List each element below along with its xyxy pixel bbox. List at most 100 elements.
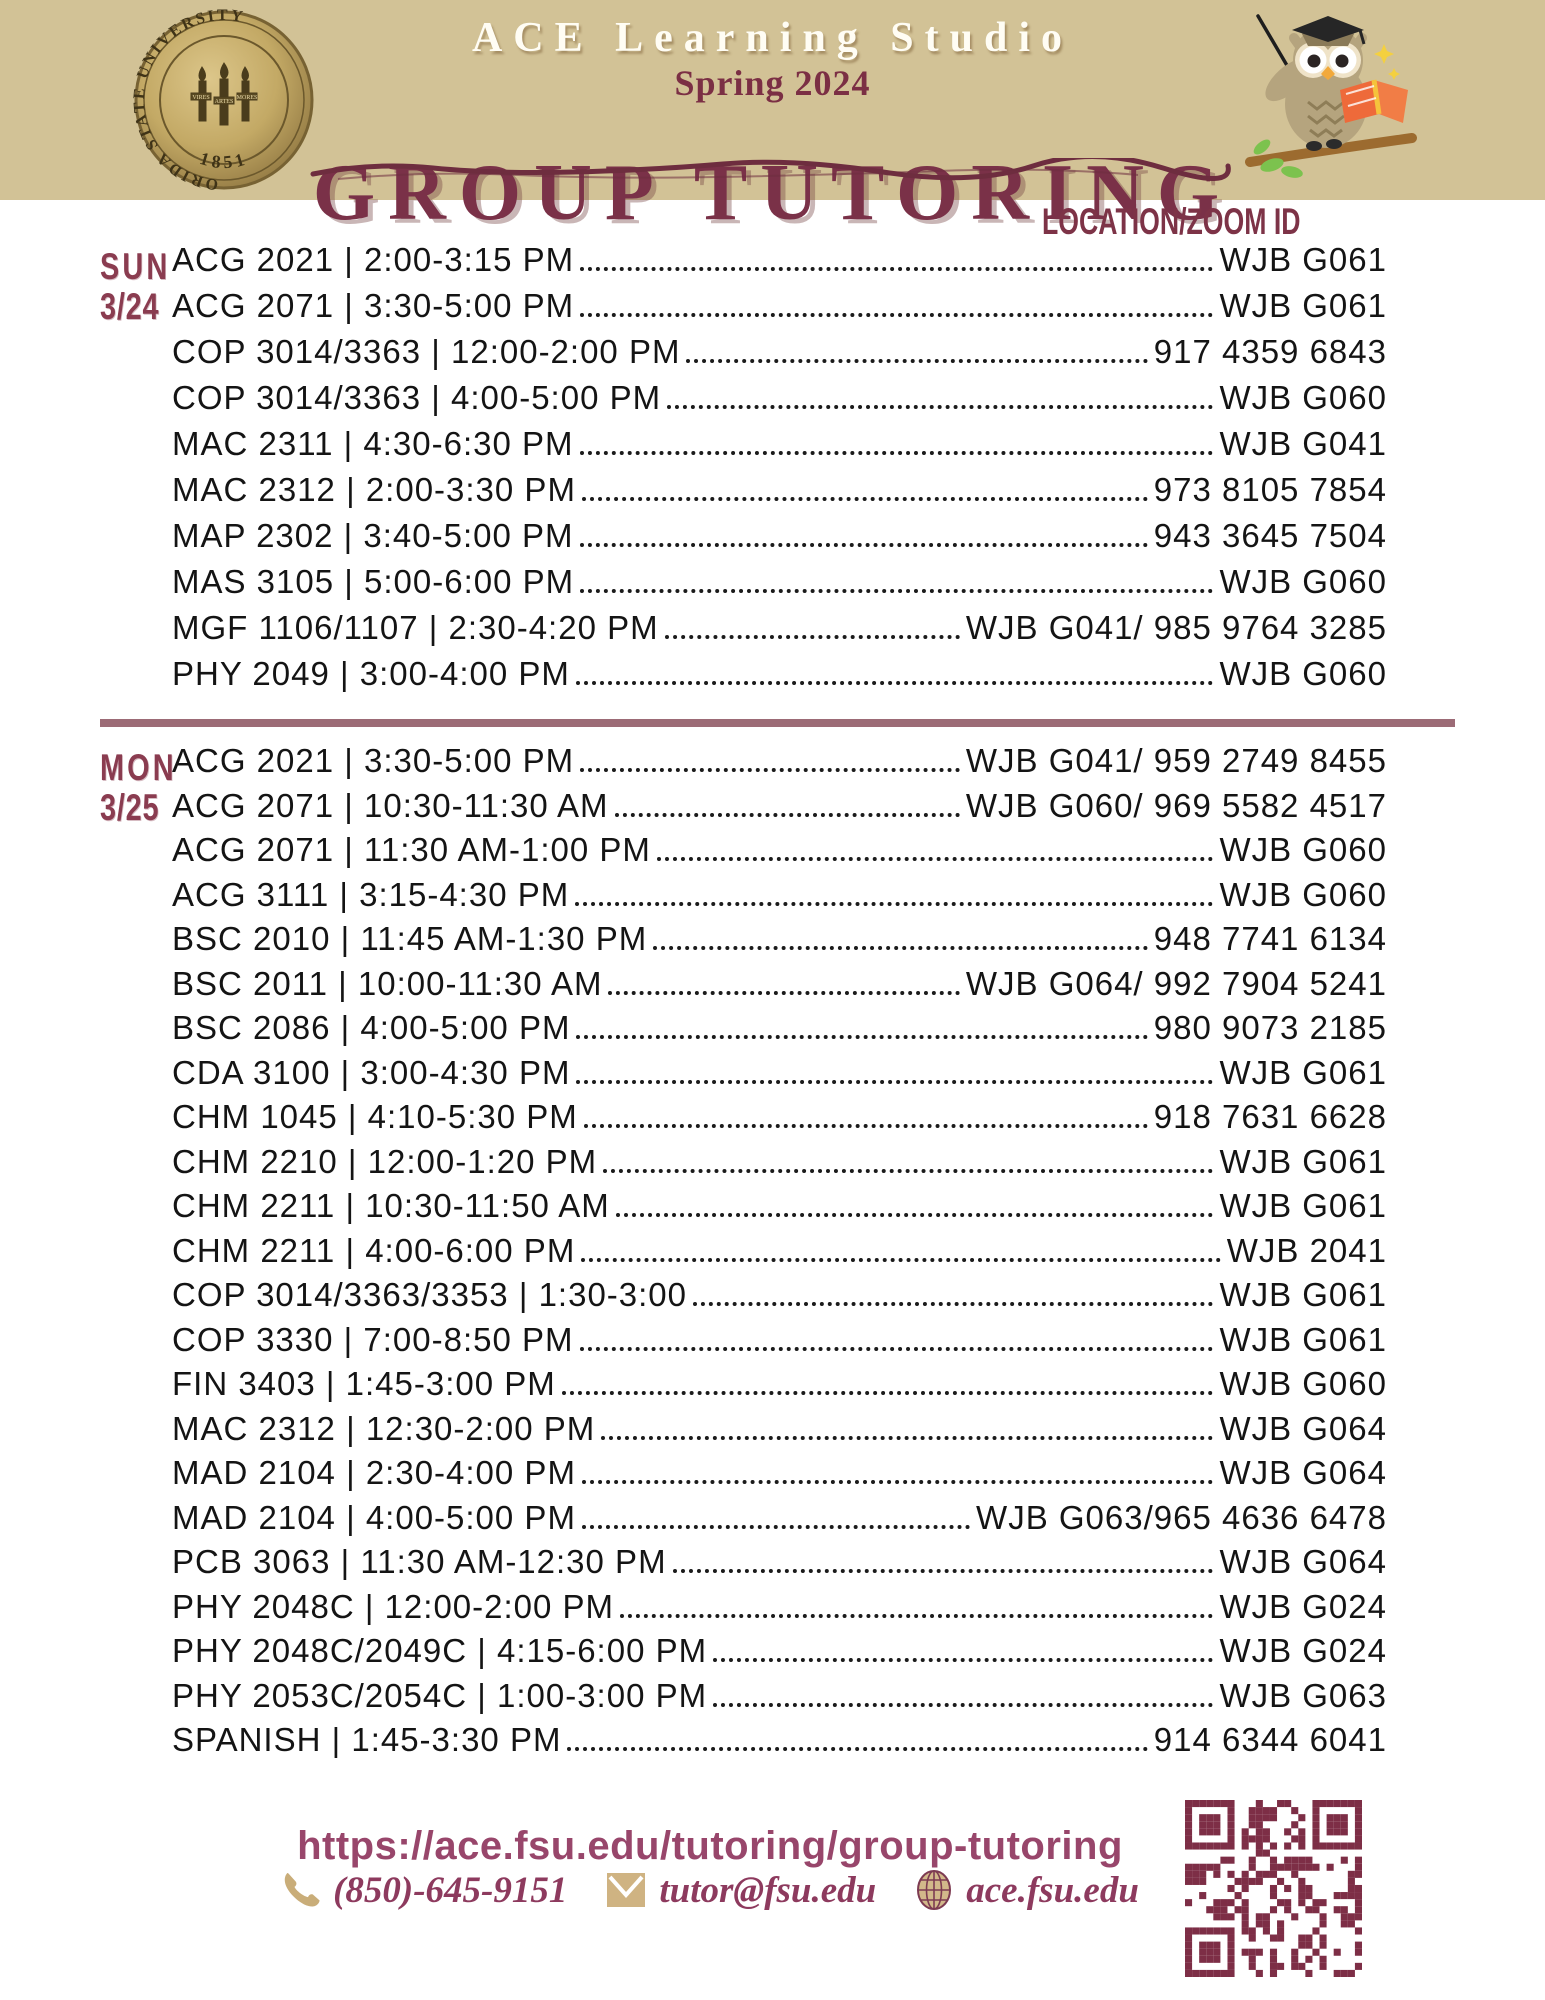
schedule-row: ACG 2071 | 3:30-5:00 PM WJB G061 — [172, 287, 1387, 333]
course-and-time: MAC 2311 | 4:30-6:30 PM — [172, 425, 574, 462]
schedule-row: CHM 1045 | 4:10-5:30 PM 918 7631 6628 — [172, 1098, 1387, 1143]
leader-dots — [567, 1747, 1148, 1751]
course-and-time: BSC 2011 | 10:00-11:30 AM — [172, 964, 603, 1002]
schedule-row: COP 3014/3363 | 4:00-5:00 PM WJB G060 — [172, 379, 1387, 425]
course-and-time: COP 3014/3363/3353 | 1:30-3:00 — [172, 1276, 688, 1313]
location-value: 943 3645 7504 — [1153, 517, 1387, 554]
schedule-row: ACG 2071 | 10:30-11:30 AM WJB G060/ 969 5… — [172, 787, 1387, 832]
schedule-row: FIN 3403 | 1:45-3:00 PM WJB G060 — [172, 1365, 1387, 1410]
website-contact: ace.fsu.edu — [914, 1868, 1139, 1912]
leader-dots — [581, 1480, 1214, 1484]
course-and-time: ACG 2021 | 2:00-3:15 PM — [172, 241, 575, 278]
leader-dots — [579, 543, 1148, 547]
leader-dots — [601, 1435, 1214, 1440]
location-value: 918 7631 6628 — [1153, 1098, 1387, 1135]
location-value: WJB G060 — [1219, 655, 1387, 692]
schedule-row: MAP 2302 | 3:40-5:00 PM 943 3645 7504 — [172, 517, 1387, 563]
schedule-row: MAC 2311 | 4:30-6:30 PM WJB G041 — [172, 425, 1387, 471]
svg-text:ARTES: ARTES — [215, 99, 234, 105]
schedule-row: CDA 3100 | 3:00-4:30 PM WJB G061 — [172, 1054, 1387, 1099]
location-value: WJB G061 — [1219, 1053, 1387, 1091]
underline-squiggle — [310, 158, 1231, 181]
course-and-time: CHM 1045 | 4:10-5:30 PM — [172, 1098, 578, 1135]
location-value: WJB G024 — [1219, 1632, 1387, 1669]
email-contact: tutor@fsu.edu — [605, 1869, 876, 1912]
day-date: 3/25 — [100, 787, 160, 828]
course-and-time: COP 3014/3363 | 12:00-2:00 PM — [172, 333, 681, 370]
fsu-seal-icon: FLORIDA STATE UNIVERSITY 1851 VIRES ARTE… — [133, 9, 314, 191]
course-and-time: ACG 2071 | 3:30-5:00 PM — [172, 287, 575, 324]
location-value: WJB G061 — [1219, 241, 1387, 278]
schedule-row: MGF 1106/1107 | 2:30-4:20 PM WJB G041/ 98… — [172, 609, 1387, 655]
course-and-time: ACG 2071 | 10:30-11:30 AM — [172, 786, 609, 824]
studio-name: ACE Learning Studio — [471, 15, 1074, 61]
schedule-row: PHY 2048C | 12:00-2:00 PM WJB G024 — [172, 1588, 1387, 1633]
leader-dots — [653, 946, 1148, 950]
leader-dots — [615, 1213, 1214, 1217]
course-and-time: PHY 2049 | 3:00-4:00 PM — [172, 655, 570, 692]
leader-dots — [575, 901, 1214, 906]
course-and-time: CHM 2211 | 4:00-6:00 PM — [172, 1231, 576, 1269]
location-value: WJB G064/ 992 7904 5241 — [965, 964, 1387, 1002]
location-value: WJB G064 — [1219, 1454, 1387, 1491]
leader-dots — [693, 1302, 1214, 1306]
leader-dots — [580, 313, 1214, 317]
course-and-time: COP 3014/3363 | 4:00-5:00 PM — [172, 379, 662, 416]
schedule-row: CHM 2211 | 10:30-11:50 AM WJB G061 — [172, 1187, 1387, 1232]
day-label: MON 3/25 — [100, 748, 177, 828]
schedule-row: MAD 2104 | 4:00-5:00 PM WJB G063/965 4636… — [172, 1499, 1387, 1544]
course-and-time: MAD 2104 | 2:30-4:00 PM — [172, 1454, 576, 1491]
location-value: WJB G024 — [1219, 1587, 1387, 1625]
location-value: 917 4359 6843 — [1153, 333, 1387, 370]
leader-dots — [614, 812, 960, 817]
website-address: ace.fsu.edu — [966, 1869, 1139, 1911]
schedule-row: PCB 3063 | 11:30 AM-12:30 PM WJB G064 — [172, 1543, 1387, 1588]
leader-dots — [713, 1658, 1214, 1662]
course-and-time: BSC 2010 | 11:45 AM-1:30 PM — [172, 920, 648, 957]
course-and-time: PHY 2053C/2054C | 1:00-3:00 PM — [172, 1676, 708, 1714]
course-and-time: CDA 3100 | 3:00-4:30 PM — [172, 1053, 571, 1091]
schedule-row: ACG 3111 | 3:15-4:30 PM WJB G060 — [172, 876, 1387, 921]
schedule-row: PHY 2053C/2054C | 1:00-3:00 PM WJB G063 — [172, 1677, 1387, 1722]
course-and-time: MAD 2104 | 4:00-5:00 PM — [172, 1498, 576, 1536]
leader-dots — [583, 1124, 1148, 1128]
location-value: WJB G061 — [1219, 1142, 1387, 1180]
day-name: MON — [100, 747, 177, 788]
phone-icon — [284, 1872, 320, 1907]
schedule-row: ACG 2071 | 11:30 AM-1:00 PM WJB G060 — [172, 831, 1387, 876]
schedule-row: PHY 2049 | 3:00-4:00 PM WJB G060 — [172, 655, 1387, 701]
leader-dots — [603, 1168, 1214, 1173]
location-value: 914 6344 6041 — [1153, 1721, 1387, 1758]
course-and-time: ACG 3111 | 3:15-4:30 PM — [172, 875, 570, 913]
schedule-row: COP 3014/3363 | 12:00-2:00 PM 917 4359 68… — [172, 333, 1387, 379]
location-value: WJB G060 — [1219, 563, 1387, 600]
day-label: SUN 3/24 — [100, 247, 170, 327]
location-value: WJB G064 — [1219, 1543, 1387, 1580]
location-value: WJB G060 — [1219, 831, 1387, 868]
location-value: WJB G060 — [1219, 875, 1387, 913]
semester-label: Spring 2024 — [674, 63, 871, 103]
leader-dots — [664, 635, 960, 639]
location-value: WJB G041 — [1219, 425, 1387, 462]
envelope-icon — [607, 1873, 646, 1907]
schedule-row: CHM 2210 | 12:00-1:20 PM WJB G061 — [172, 1143, 1387, 1188]
schedule-row: BSC 2086 | 4:00-5:00 PM 980 9073 2185 — [172, 1009, 1387, 1054]
course-and-time: PHY 2048C | 12:00-2:00 PM — [172, 1587, 615, 1625]
location-value: WJB 2041 — [1226, 1231, 1387, 1269]
leader-dots — [667, 405, 1214, 409]
course-and-time: PHY 2048C/2049C | 4:15-6:00 PM — [172, 1632, 708, 1669]
schedule-row: PHY 2048C/2049C | 4:15-6:00 PM WJB G024 — [172, 1632, 1387, 1677]
phone-number: (850)-645-9151 — [333, 1869, 568, 1911]
location-value: WJB G061 — [1219, 287, 1387, 324]
leader-dots — [580, 589, 1214, 593]
leader-dots — [581, 1257, 1221, 1262]
schedule-row: COP 3330 | 7:00-8:50 PM WJB G061 — [172, 1321, 1387, 1366]
location-value: WJB G060 — [1219, 1365, 1387, 1402]
day-section-mon: MON 3/25 ACG 2021 | 3:30-5:00 PM WJB G041/ … — [100, 742, 1387, 1766]
globe-icon — [917, 1870, 952, 1910]
leader-dots — [580, 267, 1214, 271]
location-value: WJB G063/965 4636 6478 — [976, 1498, 1387, 1536]
course-and-time: MAC 2312 | 12:30-2:00 PM — [172, 1409, 596, 1447]
schedule-row: COP 3014/3363/3353 | 1:30-3:00 WJB G061 — [172, 1276, 1387, 1321]
